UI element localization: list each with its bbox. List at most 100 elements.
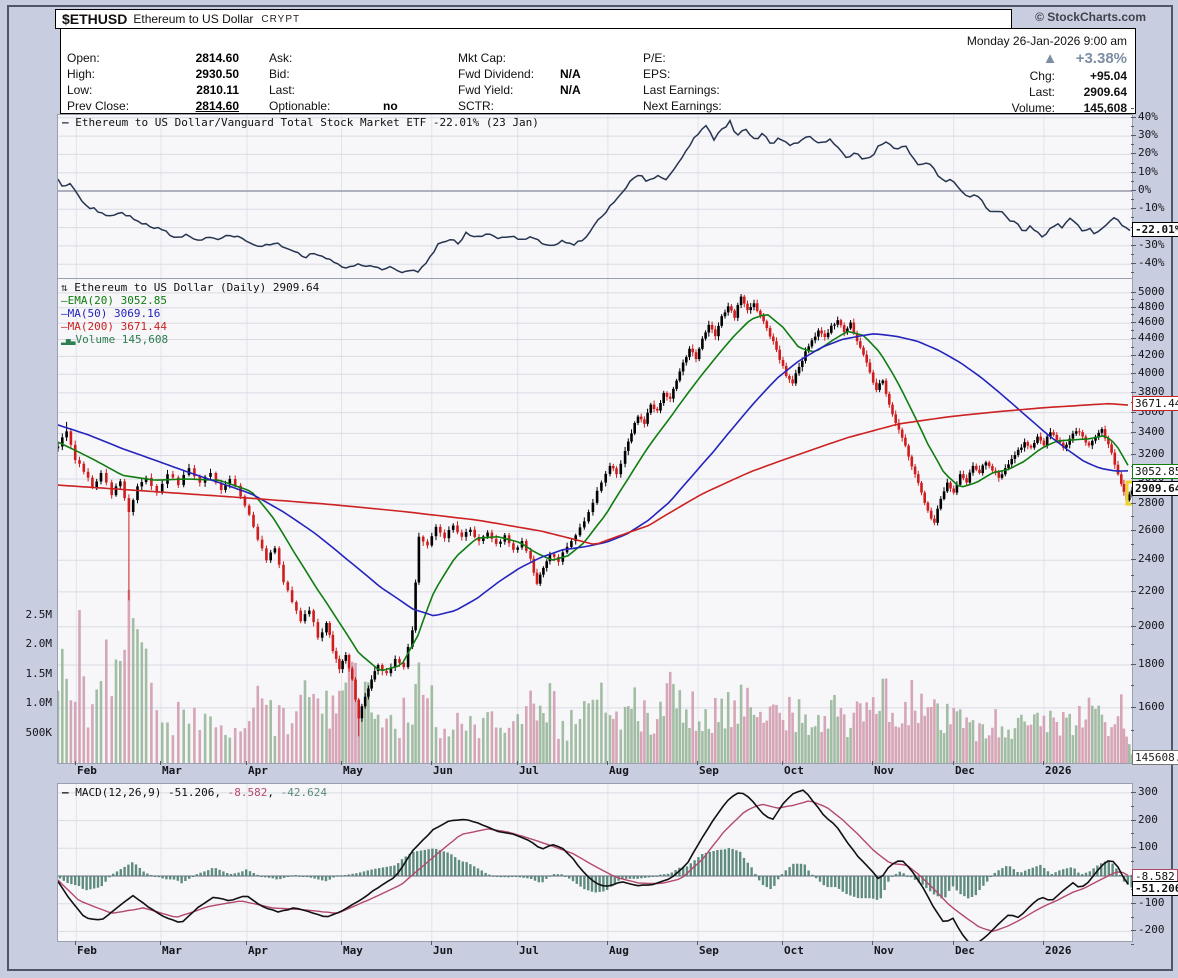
- month-tick: [1043, 761, 1044, 765]
- axis-minor-tick: [1131, 314, 1134, 315]
- macd-legend: — MACD(12,26,9) -51.206, -8.582, -42.624: [62, 786, 327, 799]
- month-label: Aug: [609, 944, 629, 957]
- quote-stat-value: +95.04: [1089, 69, 1127, 83]
- performance-panel: — Ethereum to US Dollar/Vanguard Total S…: [57, 114, 1133, 280]
- axis-minor-tick: [1131, 730, 1134, 731]
- month-tick: [1043, 941, 1044, 945]
- axis-minor-tick: [1131, 292, 1134, 293]
- axis-minor-tick: [1131, 347, 1134, 348]
- month-tick: [341, 761, 342, 765]
- price-axis-tick-label: 3800: [1138, 385, 1165, 398]
- quote-value: no: [383, 99, 398, 113]
- volume-bars-icon: ▂▅▃: [61, 336, 76, 345]
- quote-label: Mkt Cap:: [458, 51, 507, 65]
- axis-minor-tick: [1131, 272, 1134, 273]
- month-label: Jul: [519, 764, 539, 777]
- month-tick: [246, 941, 247, 945]
- volume-legend-label: Volume 145,608: [75, 333, 169, 346]
- axis-minor-tick: [1131, 833, 1134, 834]
- quote-value: N/A: [560, 67, 581, 81]
- perf-axis-tick-label: 30%: [1138, 128, 1158, 142]
- ma200-legend-row: —MA(200) 3671.44: [61, 320, 319, 333]
- month-label: Feb: [77, 764, 97, 777]
- volume-axis-tick-label: 1.0M: [25, 696, 53, 709]
- axis-minor-tick: [1131, 392, 1134, 393]
- exchange-label: CRYPT: [261, 13, 301, 25]
- performance-legend-label: Ethereum to US Dollar/Vanguard Total Sto…: [75, 116, 539, 129]
- macd-legend-signal: -8.582: [227, 786, 268, 799]
- month-label: Nov: [874, 764, 894, 777]
- perf-axis-tick-label: 0%: [1138, 183, 1152, 196]
- quote-label: Fwd Dividend:: [458, 67, 535, 81]
- month-tick: [75, 761, 76, 765]
- price-level-box: 2909.64: [1132, 481, 1178, 496]
- quote-value: 2814.60: [195, 51, 239, 65]
- axis-minor-tick: [1131, 190, 1134, 191]
- axis-minor-tick: [1131, 575, 1134, 576]
- quote-label: Last Earnings:: [643, 83, 720, 97]
- quote-label: P/E:: [643, 51, 666, 65]
- price-axis-tick-label: 2000: [1138, 619, 1165, 632]
- quote-label: EPS:: [643, 67, 671, 81]
- month-tick: [517, 761, 518, 765]
- axis-minor-tick: [1131, 254, 1134, 255]
- quote-label: Optionable:: [269, 99, 331, 113]
- month-label: Oct: [784, 944, 804, 957]
- axis-minor-tick: [1131, 126, 1134, 127]
- price-axis-tick-label: 2400: [1138, 552, 1165, 565]
- up-arrow-icon: ▲: [1042, 50, 1058, 67]
- axis-minor-tick: [1131, 299, 1134, 300]
- volume-legend-row: ▂▅▃Volume 145,608: [61, 333, 319, 347]
- month-label: Dec: [955, 764, 975, 777]
- axis-minor-tick: [1131, 364, 1134, 365]
- month-tick: [782, 941, 783, 945]
- quote-datetime: Monday 26-Jan-2026 9:00 am: [966, 34, 1127, 48]
- price-axis-tick-label: 3400: [1138, 425, 1165, 438]
- axis-minor-tick: [1131, 454, 1134, 455]
- axis-minor-tick: [1131, 117, 1134, 118]
- quote-value: 2930.50: [195, 67, 239, 81]
- price-xaxis-strip: Feb Mar Apr May Jun Jul Aug Sep Oct Nov Dec 2026: [57, 761, 1131, 779]
- month-tick: [697, 941, 698, 945]
- month-label: Sep: [699, 764, 719, 777]
- ma50-legend-row: —MA(50) 3069.16: [61, 307, 319, 320]
- axis-minor-tick: [1131, 861, 1134, 862]
- legend-dash-icon: —: [62, 786, 69, 799]
- macd-legend-hist: -42.624: [280, 786, 327, 799]
- month-tick: [341, 941, 342, 945]
- macd-axis-tick-label: 100: [1138, 840, 1158, 853]
- price-panel: ⇅ Ethereum to US Dollar (Daily) 2909.64 …: [57, 278, 1133, 764]
- month-label: Apr: [248, 764, 268, 777]
- quote-label: Next Earnings:: [643, 99, 722, 113]
- price-axis-tick-label: 5000: [1138, 285, 1165, 298]
- month-tick: [872, 761, 873, 765]
- macd-value-box: -51.206: [1132, 881, 1178, 896]
- month-tick: [607, 941, 608, 945]
- axis-minor-tick: [1131, 544, 1134, 545]
- macd-axis-tick-label: 300: [1138, 785, 1158, 798]
- ma50-legend-label: MA(50) 3069.16: [67, 307, 161, 320]
- legend-dash-icon: —: [61, 307, 68, 320]
- axis-minor-tick: [1131, 432, 1134, 433]
- price-level-box: 3671.44: [1132, 396, 1178, 411]
- quote-label: Bid:: [269, 67, 290, 81]
- month-label: Dec: [955, 944, 975, 957]
- macd-axis-tick-label: -100: [1138, 896, 1165, 909]
- quote-stat-row: Last: 2909.64: [1029, 85, 1127, 99]
- axis-minor-tick: [1131, 144, 1134, 145]
- month-label: 2026: [1045, 944, 1072, 957]
- volume-axis-tick-label: 2.0M: [25, 637, 53, 650]
- perf-axis-tick-label: -10%: [1138, 201, 1165, 215]
- axis-minor-tick: [1131, 685, 1134, 686]
- month-tick: [431, 761, 432, 765]
- quote-label: Last:: [269, 83, 296, 97]
- month-label: Jul: [519, 944, 539, 957]
- legend-dash-icon: —: [61, 320, 68, 333]
- axis-minor-tick: [1131, 503, 1134, 504]
- axis-minor-tick: [1131, 263, 1134, 264]
- month-tick: [517, 941, 518, 945]
- month-label: Jun: [433, 944, 453, 957]
- price-axis-tick-label: 1800: [1138, 657, 1165, 670]
- price-legend: ⇅ Ethereum to US Dollar (Daily) 2909.64 …: [61, 281, 319, 347]
- axis-minor-tick: [1131, 516, 1134, 517]
